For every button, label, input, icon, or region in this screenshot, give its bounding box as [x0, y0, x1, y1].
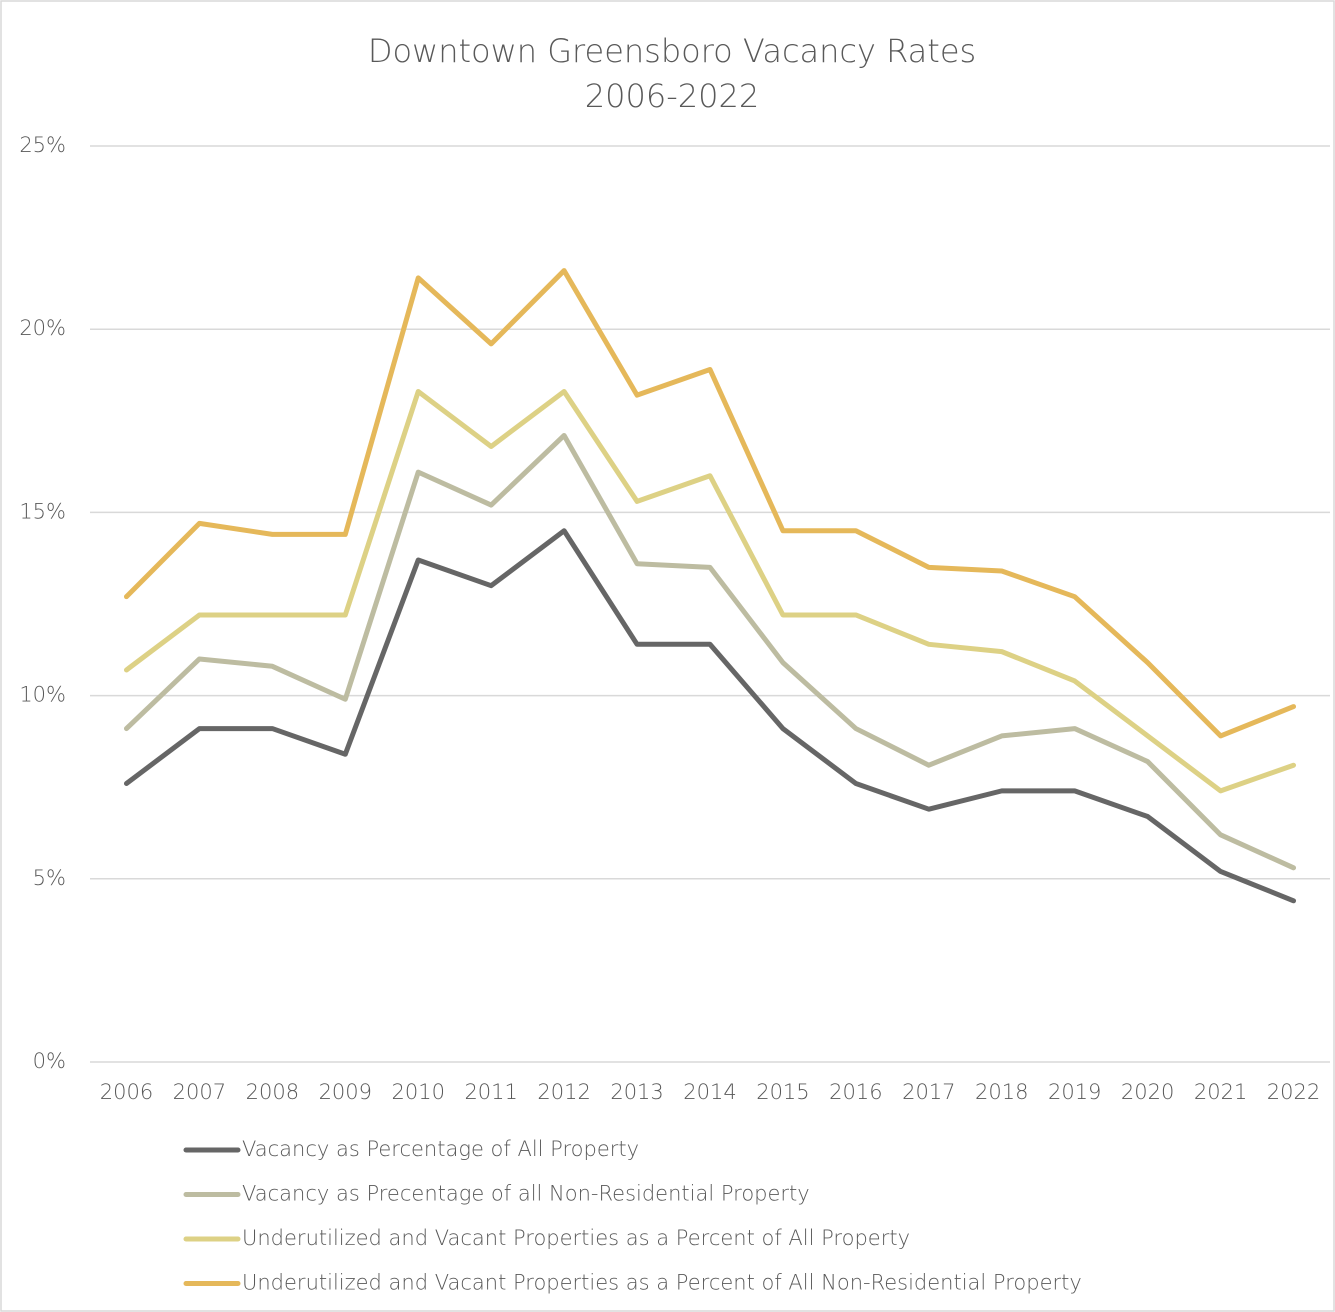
- chart-title: Downtown Greensboro Vacancy Rates: [368, 32, 976, 70]
- x-tick-label: 2011: [464, 1080, 517, 1104]
- series-line: [123, 528, 1297, 904]
- y-tick-label: 25%: [19, 133, 66, 157]
- y-tick-label: 10%: [19, 683, 66, 707]
- x-tick-label: 2012: [537, 1080, 590, 1104]
- series-line: [123, 268, 1297, 739]
- x-tick-label: 2020: [1121, 1080, 1174, 1104]
- x-tick-label: 2021: [1194, 1080, 1247, 1104]
- y-tick-label: 5%: [33, 866, 66, 890]
- chart-subtitle: 2006-2022: [585, 77, 759, 115]
- x-tick-label: 2007: [173, 1080, 226, 1104]
- x-tick-label: 2013: [610, 1080, 663, 1104]
- legend-label: Vacancy as Percentage of All Property: [242, 1137, 639, 1161]
- y-tick-label: 20%: [19, 316, 66, 340]
- x-tick-label: 2018: [975, 1080, 1028, 1104]
- x-tick-label: 2008: [246, 1080, 299, 1104]
- legend-label: Vacancy as Precentage of all Non-Residen…: [242, 1182, 810, 1206]
- series-line: [123, 388, 1297, 794]
- x-tick-label: 2010: [392, 1080, 445, 1104]
- x-tick-label: 2019: [1048, 1080, 1101, 1104]
- x-tick-label: 2014: [683, 1080, 736, 1104]
- x-tick-label: 2016: [829, 1080, 882, 1104]
- x-tick-label: 2009: [319, 1080, 372, 1104]
- legend-label: Underutilized and Vacant Properties as a…: [242, 1271, 1082, 1295]
- y-tick-label: 15%: [19, 499, 66, 523]
- legend-label: Underutilized and Vacant Properties as a…: [242, 1226, 910, 1250]
- x-tick-label: 2022: [1267, 1080, 1320, 1104]
- x-tick-label: 2015: [756, 1080, 809, 1104]
- series-line: [123, 432, 1297, 871]
- y-tick-label: 0%: [33, 1049, 66, 1073]
- x-tick-label: 2017: [902, 1080, 955, 1104]
- x-tick-label: 2006: [100, 1080, 153, 1104]
